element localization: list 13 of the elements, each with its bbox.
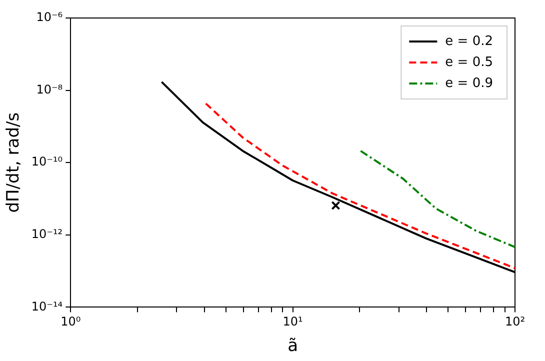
legend-label: e = 0.5 xyxy=(445,54,494,70)
x-tick-label: 10² xyxy=(504,314,526,329)
legend-label: e = 0.2 xyxy=(445,34,494,49)
y-tick-label: 10⁻⁸ xyxy=(36,82,63,96)
y-axis-title: dΠ/dt, rad/s xyxy=(4,112,24,213)
y-tick-label: 10⁻¹² xyxy=(31,227,63,242)
legend-label: e = 0.9 xyxy=(445,76,494,91)
x-axis-title: ã xyxy=(288,336,298,356)
y-tick-label: 10⁻¹⁴ xyxy=(31,299,63,314)
y-tick-label: 10⁻⁶ xyxy=(36,10,63,24)
x-tick-label: 10¹ xyxy=(282,314,304,329)
y-tick-label: 10⁻¹⁰ xyxy=(31,154,63,169)
x-tick-label: 10⁰ xyxy=(60,314,81,329)
